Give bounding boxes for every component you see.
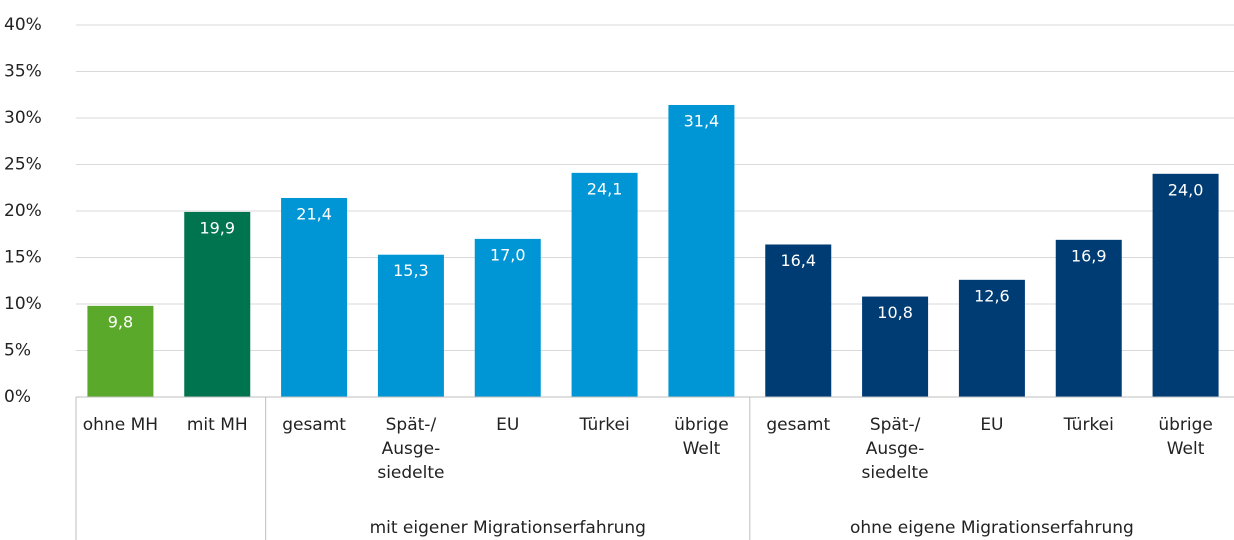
bar	[1055, 239, 1122, 397]
x-tick-label: EU	[496, 415, 519, 435]
bar	[862, 296, 929, 397]
data-label: 24,0	[1168, 180, 1204, 199]
x-tick-label: EU	[980, 415, 1003, 435]
x-tick-label: ohne MH	[83, 415, 158, 435]
x-tick-label: gesamt	[282, 415, 346, 435]
data-label: 15,3	[393, 261, 429, 280]
data-label: 17,0	[490, 245, 526, 264]
bar	[958, 279, 1025, 397]
bar	[87, 305, 154, 397]
x-tick-label: Türkei	[1063, 415, 1114, 435]
x-tick-label: übrige Welt	[1158, 415, 1213, 459]
data-label: 31,4	[684, 111, 720, 130]
x-tick-label: mit MH	[187, 415, 248, 435]
bar	[765, 244, 832, 397]
bar	[377, 254, 444, 397]
bar	[571, 172, 638, 397]
bar	[184, 211, 251, 397]
group-label: ohne eigene Migrationserfahrung	[850, 518, 1134, 538]
x-tick-label: Spät-/Ausge-siedelte	[377, 415, 444, 483]
y-tick-label: 40%	[4, 15, 42, 35]
y-tick-label: 0%	[4, 387, 31, 407]
x-tick-label: Türkei	[578, 415, 629, 435]
data-label: 16,4	[780, 251, 816, 270]
data-label: 9,8	[108, 312, 133, 331]
y-tick-label: 15%	[4, 248, 42, 268]
x-tick-label: gesamt	[766, 415, 830, 435]
data-label: 10,8	[877, 303, 913, 322]
y-tick-label: 10%	[4, 294, 42, 314]
data-label: 12,6	[974, 286, 1010, 305]
data-label: 24,1	[587, 179, 623, 198]
bar	[1152, 173, 1219, 397]
y-tick-label: 30%	[4, 108, 42, 128]
y-tick-label: 35%	[4, 62, 42, 82]
bar	[281, 197, 348, 397]
data-label: 21,4	[296, 204, 332, 223]
data-label: 19,9	[199, 218, 235, 237]
bar	[474, 238, 541, 397]
group-label: mit eigener Migrationserfahrung	[370, 518, 646, 538]
y-tick-label: 20%	[4, 201, 42, 221]
x-tick-label: Spät-/Ausge-siedelte	[862, 415, 929, 483]
bar	[668, 104, 735, 397]
y-tick-label: 5%	[4, 341, 31, 361]
y-tick-label: 25%	[4, 155, 42, 175]
x-tick-label: übrige Welt	[674, 415, 729, 459]
data-label: 16,9	[1071, 246, 1107, 265]
